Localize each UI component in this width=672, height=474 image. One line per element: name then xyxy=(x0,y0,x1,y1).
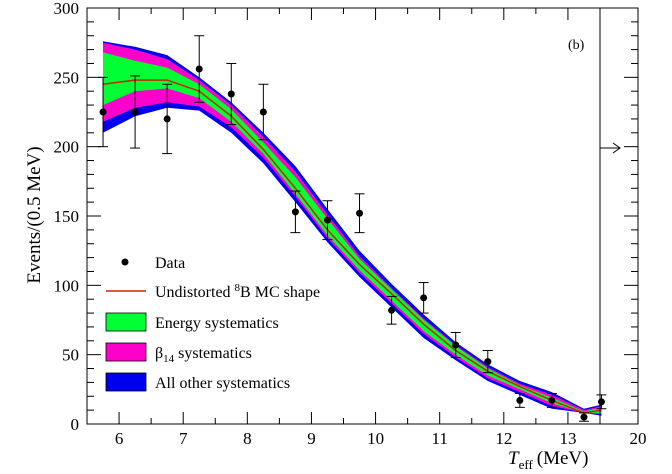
data-point xyxy=(516,396,524,404)
legend-mc-prefix: Undistorted xyxy=(155,284,235,301)
y-tick-label: 150 xyxy=(54,207,80,226)
x-axis-title-unit: (MeV) xyxy=(537,448,589,469)
legend: Data Undistorted 8B MC shape Energy syst… xyxy=(105,255,320,392)
x-tick-label: 8 xyxy=(243,429,252,448)
x-axis-title: Teff (MeV) xyxy=(508,448,588,472)
data-point xyxy=(259,108,267,116)
legend-energy-swatch xyxy=(105,312,147,332)
mc-shape-line xyxy=(102,79,602,414)
y-tick-label: 300 xyxy=(54,0,80,18)
legend-item-mc: Undistorted 8B MC shape xyxy=(106,282,320,301)
data-points-group xyxy=(98,35,607,422)
data-point xyxy=(131,108,139,116)
y-tick-label: 200 xyxy=(54,138,80,157)
legend-other-swatch xyxy=(105,372,147,392)
mc-shape-line-group xyxy=(102,79,602,414)
legend-beta-suffix: systematics xyxy=(174,345,252,362)
data-point xyxy=(227,90,235,98)
legend-beta-swatch xyxy=(105,342,147,362)
x-tick-label: 6 xyxy=(115,429,124,448)
legend-data-label: Data xyxy=(155,255,185,272)
y-axis-title: Events/(0.5 MeV) xyxy=(24,146,45,283)
data-point xyxy=(597,398,605,406)
data-point xyxy=(323,216,331,224)
data-point xyxy=(163,115,171,123)
legend-other-label: All other systematics xyxy=(155,375,290,392)
x-tick-label: 13 xyxy=(559,429,576,448)
legend-item-data: Data xyxy=(121,255,185,272)
data-point xyxy=(452,341,460,349)
panel-label: (b) xyxy=(568,38,585,53)
legend-item-beta: β14 systematics xyxy=(105,342,252,365)
axes-group: 0 50 100 150 200 250 300 6 7 8 9 10 11 12 13 20 xyxy=(54,0,647,448)
overflow-arrow-icon xyxy=(600,142,621,154)
data-point xyxy=(356,209,364,217)
x-tick-label: 11 xyxy=(432,429,448,448)
y-tick-label: 100 xyxy=(54,276,80,295)
x-tick-label: 12 xyxy=(495,429,512,448)
data-point xyxy=(580,413,588,421)
data-point xyxy=(548,396,556,404)
legend-mc-suffix: B MC shape xyxy=(240,284,320,301)
data-point xyxy=(420,294,428,302)
data-point xyxy=(388,306,396,314)
y-tick-label: 50 xyxy=(62,346,79,365)
legend-beta-sub: 14 xyxy=(163,353,175,365)
x-axis-title-sub: eff xyxy=(519,457,534,472)
x-tick-label: 10 xyxy=(367,429,384,448)
y-tick-label: 0 xyxy=(71,415,80,434)
data-point xyxy=(99,108,107,116)
data-point xyxy=(484,358,492,366)
legend-item-energy: Energy systematics xyxy=(105,312,279,332)
legend-mc-label: Undistorted 8B MC shape xyxy=(155,282,320,301)
data-point xyxy=(195,65,203,73)
y-tick-label: 250 xyxy=(54,68,80,87)
legend-energy-label: Energy systematics xyxy=(155,315,279,332)
legend-item-other: All other systematics xyxy=(105,372,290,392)
legend-mc-sup: 8 xyxy=(235,282,241,294)
legend-beta-main: β xyxy=(155,345,163,362)
data-point xyxy=(291,208,299,216)
x-tick-label: 7 xyxy=(179,429,188,448)
band-energy-systematics xyxy=(103,52,602,413)
x-tick-label: 9 xyxy=(307,429,316,448)
x-axis-title-main: T xyxy=(508,448,520,469)
x-tick-label: 20 xyxy=(630,429,647,448)
legend-beta-label: β14 systematics xyxy=(155,345,252,365)
legend-data-marker xyxy=(121,258,129,266)
